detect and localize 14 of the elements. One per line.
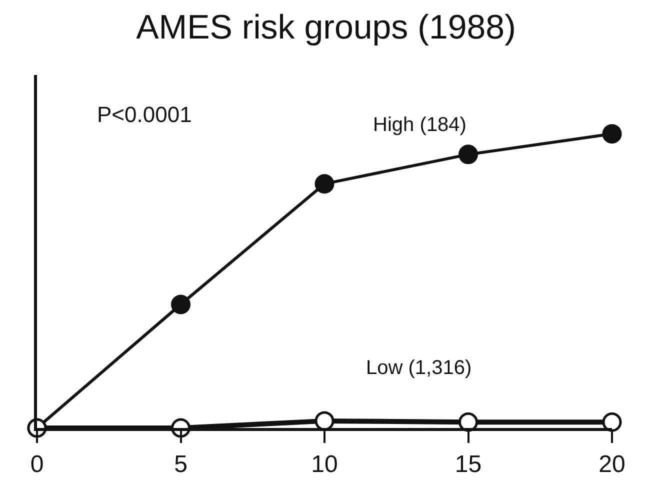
point bbox=[458, 144, 478, 164]
series-label: Low (1,316) bbox=[366, 357, 472, 379]
chart-title: AMES risk groups (1988) bbox=[136, 8, 516, 46]
x-tick-label: 0 bbox=[30, 450, 44, 478]
point bbox=[171, 294, 190, 314]
point bbox=[602, 412, 622, 432]
x-tick-label: 10 bbox=[311, 450, 338, 478]
point bbox=[314, 174, 334, 194]
x-tick-label: 20 bbox=[598, 450, 626, 478]
text: P<0.0001 bbox=[97, 102, 192, 127]
x-tick-label: 5 bbox=[174, 450, 188, 478]
x-tick-label: 15 bbox=[454, 450, 482, 478]
point bbox=[602, 124, 622, 144]
series-label: High (184) bbox=[373, 114, 466, 136]
